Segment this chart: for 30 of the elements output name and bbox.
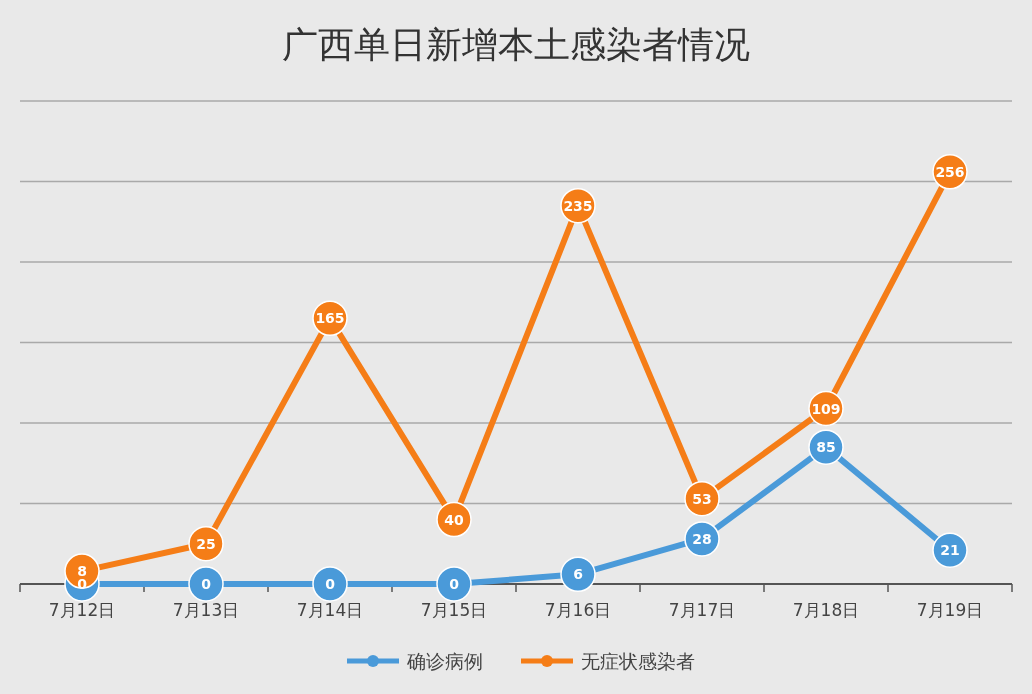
x-tick-label: 7月12日 (48, 600, 116, 620)
data-label: 109 (811, 400, 841, 417)
data-label: 53 (692, 490, 712, 507)
x-tick-label: 7月13日 (172, 600, 240, 620)
chart-title: 广西单日新增本土感染者情况 (282, 24, 750, 65)
x-tick-label: 7月19日 (916, 600, 984, 620)
data-label: 40 (444, 511, 464, 528)
point (312, 566, 348, 602)
x-tick-label: 7月14日 (296, 600, 364, 620)
legend-label: 确诊病例 (406, 650, 483, 672)
data-label: 8 (77, 563, 87, 580)
data-label: 28 (692, 530, 712, 547)
point (560, 556, 596, 593)
point (188, 566, 224, 602)
data-label: 85 (816, 439, 836, 456)
data-label: 0 (201, 576, 212, 592)
data-label: 0 (449, 576, 460, 592)
data-label: 256 (935, 163, 965, 180)
data-label: 6 (573, 566, 583, 583)
data-label: 165 (315, 310, 345, 327)
data-label: 235 (563, 197, 593, 214)
x-tick-label: 7月15日 (420, 600, 488, 620)
data-label: 21 (940, 542, 960, 559)
x-tick-label: 7月18日 (792, 600, 860, 620)
x-tick-label: 7月17日 (668, 600, 736, 620)
data-label: 0 (325, 576, 336, 592)
legend-label: 无症状感染者 (581, 650, 695, 672)
x-tick-label: 7月16日 (544, 600, 612, 620)
data-label: 25 (196, 535, 216, 552)
point (436, 566, 472, 602)
